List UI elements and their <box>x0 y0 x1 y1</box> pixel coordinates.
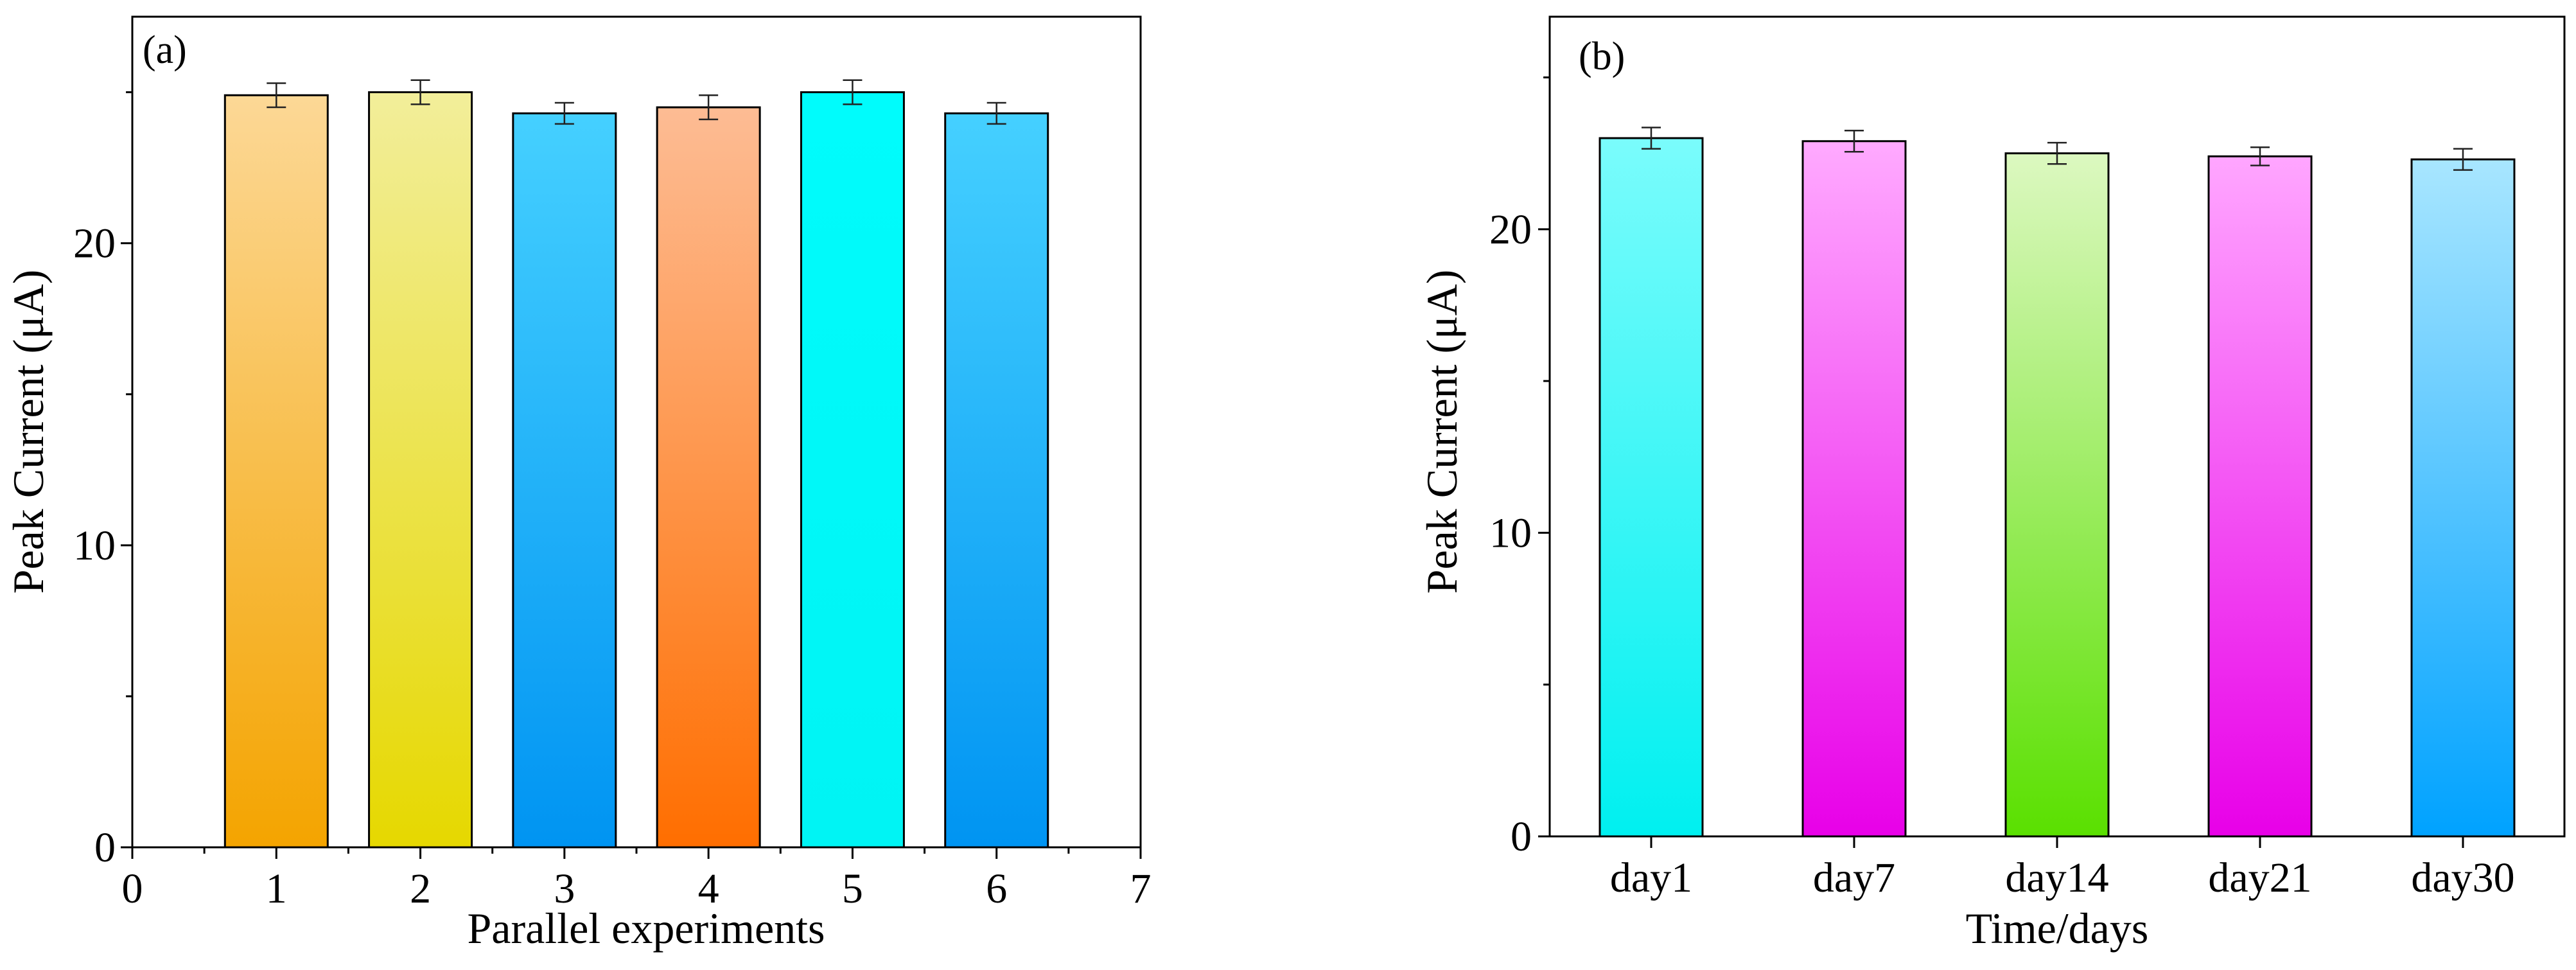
chart-a-bar-5 <box>800 91 905 849</box>
chart-b-x-tick-label: day14 <box>2005 854 2108 901</box>
chart-a-errorbar-3 <box>554 101 574 125</box>
chart-a-errorbars <box>267 79 1006 125</box>
chart-b-bar-day14 <box>2004 152 2110 838</box>
chart-a-y-axis-title: Peak Current (μA) <box>4 270 53 594</box>
chart-a-errorbar-4 <box>699 94 719 121</box>
chart-a-bar-6 <box>944 112 1049 849</box>
chart-b-bar-day30 <box>2410 158 2516 838</box>
chart-a-bars <box>223 91 1049 849</box>
chart-a-errorbar-5 <box>843 79 863 105</box>
chart-a-bar-1 <box>223 94 329 849</box>
chart-b-errorbar-day30 <box>2453 148 2473 171</box>
chart-a-bar-3 <box>512 112 617 849</box>
chart-b-panel-label: (b) <box>1579 35 1625 78</box>
chart-a-x-axis-title: Parallel experiments <box>467 904 825 953</box>
chart-b-bar-day7 <box>1801 140 1907 838</box>
chart-b-y-axis: 0 10 20 <box>1489 76 1550 860</box>
chart-a-errorbar-1 <box>267 82 286 109</box>
chart-a-x-tick-label: 2 <box>410 865 431 912</box>
chart-b-x-axis-title: Time/days <box>1966 904 2149 953</box>
chart-b-bar-day21 <box>2207 155 2313 838</box>
chart-b-y-tick-label: 0 <box>1511 813 1532 860</box>
chart-a-y-tick-label: 20 <box>73 220 116 267</box>
chart-b-errorbar-day21 <box>2250 146 2270 166</box>
chart-a-x-tick-label: 4 <box>698 865 719 912</box>
chart-a-x-tick-label: 0 <box>122 865 143 912</box>
chart-a-x-axis: 0 1 2 3 4 5 6 7 <box>122 847 1152 912</box>
chart-b-bars <box>1599 137 2516 838</box>
chart-a-y-tick-label: 10 <box>73 522 116 569</box>
chart-b-errorbar-day1 <box>1642 127 1661 150</box>
chart-a-panel-label: (a) <box>143 28 187 72</box>
chart-a-x-tick-label: 1 <box>266 865 287 912</box>
chart-b: day1 day7 day14 day21 day30 0 10 20 (b) Time/d… <box>1417 15 2566 953</box>
chart-b-y-axis-title: Peak Current (μA) <box>1417 270 1466 594</box>
chart-b-x-tick-label: day21 <box>2208 854 2311 901</box>
chart-a-x-tick-label: 3 <box>554 865 575 912</box>
chart-a-errorbar-6 <box>986 101 1006 125</box>
chart-b-x-tick-label: day30 <box>2411 854 2514 901</box>
chart-a-x-tick-label: 6 <box>986 865 1007 912</box>
chart-b-y-tick-label: 20 <box>1489 206 1532 253</box>
chart-a-errorbar-2 <box>410 79 430 105</box>
chart-a-y-tick-label: 0 <box>94 824 116 871</box>
chart-a-y-axis: 0 10 20 <box>73 91 132 871</box>
chart-b-errorbars <box>1642 127 2473 171</box>
chart-a-x-tick-label: 7 <box>1130 865 1152 912</box>
chart-b-bar-day1 <box>1599 137 1704 838</box>
chart-b-y-tick-label: 10 <box>1489 509 1532 556</box>
chart-a-bar-2 <box>368 91 473 849</box>
chart-b-x-tick-label: day7 <box>1813 854 1895 901</box>
chart-b-x-tick-label: day1 <box>1610 854 1692 901</box>
chart-a-bar-4 <box>656 106 761 849</box>
chart-b-errorbar-day7 <box>1844 129 1864 153</box>
chart-b-errorbar-day14 <box>2047 141 2067 165</box>
chart-a-x-tick-label: 5 <box>842 865 863 912</box>
chart-b-x-axis: day1 day7 day14 day21 day30 <box>1610 836 2515 901</box>
